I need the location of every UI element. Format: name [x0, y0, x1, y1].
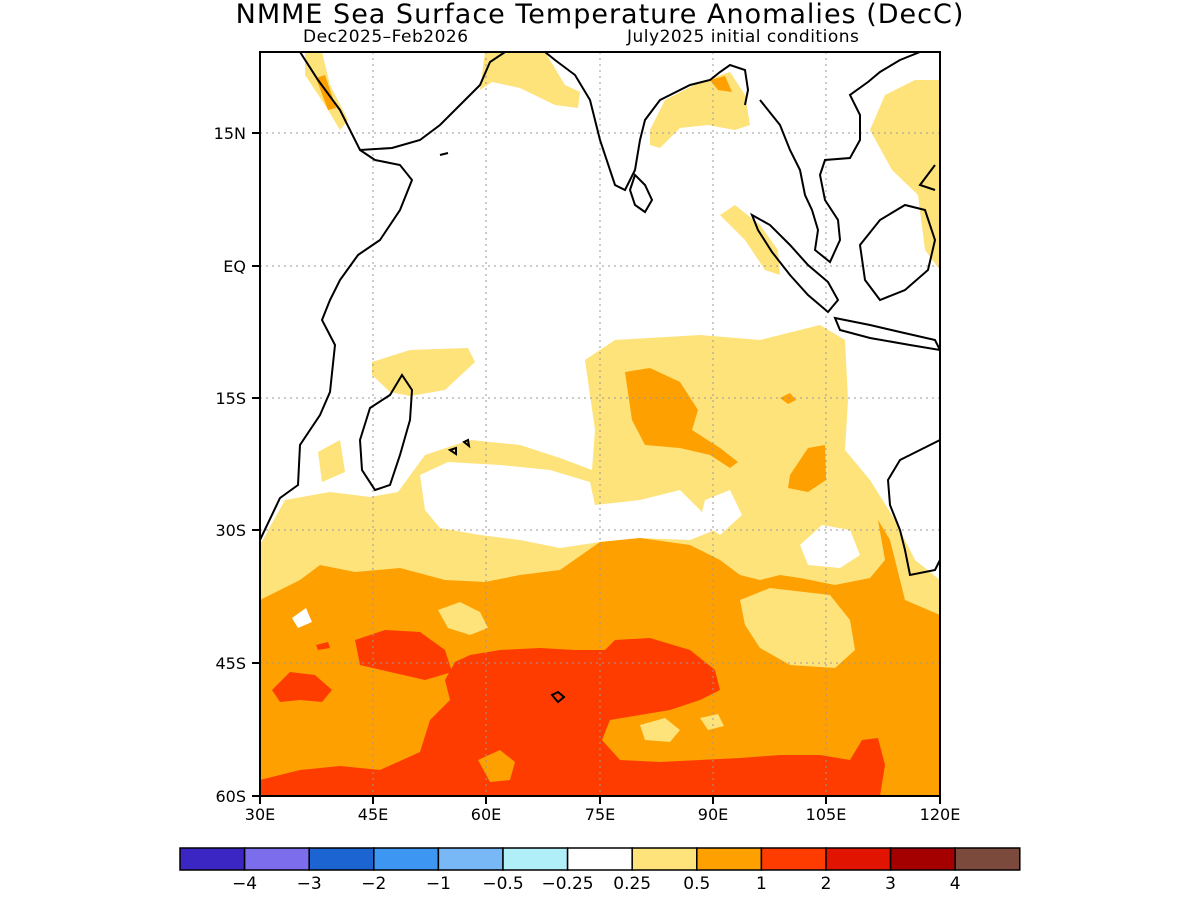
- lon-label: 60E: [471, 805, 501, 824]
- colorbar-label: 1: [756, 874, 767, 894]
- colorbar-label: −1: [426, 874, 451, 894]
- colorbar-label: −3: [297, 874, 322, 894]
- colorbar: [179, 847, 1021, 871]
- anomaly-region-orange-east: [788, 445, 826, 492]
- anomaly-region-red-sw: [272, 672, 332, 702]
- coastline-borneo: [858, 203, 937, 302]
- anomaly-hole-east: [800, 525, 860, 568]
- anomaly-region-red-mid: [355, 630, 452, 680]
- anomaly-hole-light-2: [438, 602, 488, 635]
- colorbar-swatch: [889, 847, 956, 871]
- colorbar-swatch: [373, 847, 440, 871]
- colorbar-swatch: [696, 847, 763, 871]
- colorbar-swatch: [566, 847, 633, 871]
- latitude-labels: 15N EQ 15S 30S 45S 60S: [214, 124, 246, 806]
- coastline-india-sri-lanka: [628, 173, 654, 214]
- colorbar-label: 0.5: [683, 874, 710, 894]
- season-label: Dec2025–Feb2026: [303, 27, 469, 47]
- coastline-kerguelen: [550, 690, 566, 704]
- coastline-africa-east: [260, 149, 414, 541]
- colorbar-swatch: [502, 847, 569, 871]
- anomaly-hole-white-1: [292, 608, 312, 628]
- colorbar-label: 4: [950, 874, 961, 894]
- anomaly-region-light-madagascar-north: [372, 348, 475, 396]
- colorbar-label: −0.25: [542, 874, 594, 894]
- coastline-mauritius: [447, 446, 457, 456]
- coastline-java: [833, 316, 940, 352]
- coastline-persia: [544, 52, 750, 192]
- lat-label: 15N: [214, 124, 246, 143]
- colorbar-label: −2: [361, 874, 386, 894]
- colorbar-swatch: [760, 847, 827, 871]
- lon-label: 30E: [245, 805, 275, 824]
- lon-label: 75E: [585, 805, 615, 824]
- colorbar-label: 3: [885, 874, 896, 894]
- anomaly-hole-light-4: [700, 714, 724, 730]
- anomaly-hole-light-3: [640, 718, 680, 742]
- anomaly-region-light-north-arabian-sea: [480, 52, 580, 108]
- grid-lines: [260, 52, 940, 796]
- lon-label: 90E: [698, 805, 728, 824]
- longitude-labels: 30E 45E 60E 75E 90E 105E 120E: [245, 805, 961, 824]
- colorbar-swatch: [179, 847, 246, 871]
- anomaly-hole-mid: [700, 490, 742, 535]
- coastline-reunion: [462, 438, 471, 449]
- lat-label: 15S: [215, 389, 246, 408]
- lat-label: 60S: [215, 787, 246, 806]
- anomaly-region-red-south: [260, 638, 885, 796]
- colorbar-swatch: [954, 847, 1021, 871]
- axis-ticks: [252, 132, 941, 804]
- colorbar-labels: −4 −3 −2 −1 −0.5 −0.25 0.25 0.5 1 2 3 4: [232, 874, 961, 894]
- coastline-indochina: [759, 52, 921, 264]
- anomaly-region-orange-bengal: [710, 76, 732, 92]
- colorbar-swatch: [437, 847, 504, 871]
- colorbar-swatch: [631, 847, 698, 871]
- colorbar-swatch: [308, 847, 375, 871]
- coastline-australia: [886, 439, 940, 577]
- anomaly-region-red-small: [316, 642, 330, 650]
- colorbar-swatch: [825, 847, 892, 871]
- anomaly-region-orange-central: [625, 368, 738, 468]
- anomaly-region-light-mozambique: [318, 440, 345, 482]
- initial-conditions-label: July2025 initial conditions: [627, 27, 860, 47]
- coastline-arabia: [299, 52, 506, 152]
- coastlines: [260, 52, 940, 704]
- lat-label: EQ: [223, 257, 246, 276]
- colorbar-label: 0.25: [613, 874, 651, 894]
- anomaly-hole-central: [420, 462, 715, 548]
- colorbar-swatch: [243, 847, 310, 871]
- coastline-madagascar: [358, 373, 414, 492]
- lon-label: 105E: [806, 805, 847, 824]
- lat-label: 45S: [215, 654, 246, 673]
- colorbar-label: −0.5: [482, 874, 523, 894]
- lon-label: 45E: [358, 805, 388, 824]
- coastline-sumatra: [750, 212, 840, 314]
- anomaly-region-light-sumatra: [720, 205, 780, 275]
- anomaly-region-light-scs: [870, 80, 940, 270]
- anomaly-hole-orange-1: [478, 750, 515, 782]
- colorbar-label: 2: [821, 874, 832, 894]
- coastline-australia-island: [918, 164, 936, 191]
- lon-label: 120E: [920, 805, 961, 824]
- coastline-socotra: [439, 152, 449, 156]
- lat-label: 30S: [215, 521, 246, 540]
- colorbar-label: −4: [232, 874, 257, 894]
- chart-title: NMME Sea Surface Temperature Anomalies (…: [235, 0, 965, 30]
